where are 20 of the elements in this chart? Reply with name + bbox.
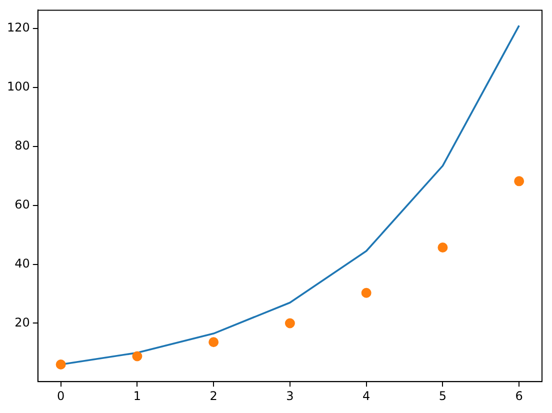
y-tick-label: 120 <box>7 20 30 35</box>
point <box>132 351 142 362</box>
point <box>514 176 524 186</box>
x-tick-label: 4 <box>362 388 370 403</box>
x-tick-label: 2 <box>210 388 218 403</box>
x-tick-label: 5 <box>438 388 447 403</box>
x-tick-label: 6 <box>515 388 523 403</box>
point <box>208 337 219 348</box>
point <box>284 318 295 328</box>
y-tick-label: 40 <box>14 256 30 270</box>
y-tick-label: 100 <box>7 80 30 94</box>
x-tick-label: 1 <box>133 388 142 403</box>
point <box>56 360 66 370</box>
point <box>361 288 372 298</box>
y-tick-label: 60 <box>14 197 30 212</box>
point <box>438 242 448 252</box>
y-tick-label: 20 <box>14 315 30 330</box>
x-tick-label: 0 <box>56 388 65 403</box>
x-tick-label: 3 <box>286 388 294 403</box>
y-tick-label: 80 <box>14 138 30 153</box>
